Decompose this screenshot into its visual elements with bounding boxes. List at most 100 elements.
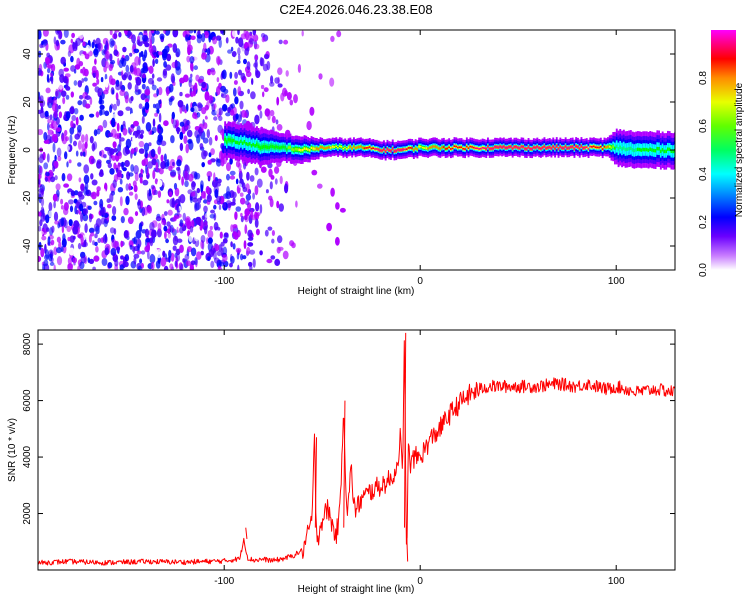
spectrogram-cell: [47, 236, 51, 246]
spectrogram-cell: [210, 209, 215, 214]
spectrogram-cell: [174, 187, 180, 197]
spectrogram-cell: [321, 146, 324, 149]
spectrogram-cell: [430, 146, 433, 148]
spectrogram-cell: [555, 145, 558, 147]
spectrogram-cell: [165, 64, 172, 71]
spectrogram-cell: [163, 225, 168, 232]
spectrogram-cell: [672, 149, 675, 154]
spectrogram-cell: [278, 203, 284, 212]
spectrogram-cell: [324, 109, 330, 114]
spectrogram-cell: [65, 111, 71, 120]
spectrogram-cell: [155, 30, 160, 35]
spectrogram-cell: [444, 148, 447, 150]
spectrogram-cell: [38, 230, 44, 236]
spectrogram-cell: [339, 207, 346, 213]
spectrogram-cell: [635, 148, 638, 152]
spectrogram-cell: [614, 146, 616, 150]
spectrogram-cell: [153, 51, 159, 58]
spectrogram-cell: [218, 115, 223, 122]
spectrogram-cell: [232, 224, 238, 229]
spectrogram-cell: [114, 30, 120, 33]
spectrogram-cell: [271, 230, 275, 236]
spectrogram-cell: [263, 87, 269, 93]
spectrogram-cell: [437, 147, 440, 150]
spectrogram-cell: [345, 148, 348, 150]
spectrogram-cell: [136, 39, 141, 46]
spectrogram-cell: [179, 219, 184, 227]
spectrogram-cell: [150, 184, 155, 190]
spectrogram-cell: [127, 82, 132, 90]
spectrogram-cell: [213, 221, 219, 231]
spectrogram-cell: [117, 187, 124, 193]
spectrogram-cell: [129, 65, 134, 73]
spectrogram-cell: [149, 237, 154, 247]
spectrogram-cell: [203, 42, 207, 52]
spectrogram-cell: [104, 247, 109, 256]
spectrogram-cell: [254, 43, 260, 50]
spectrogram-cell: [391, 147, 394, 150]
spectrogram-cell: [312, 147, 315, 150]
spectrogram-cell: [269, 109, 275, 117]
spectrogram-cell: [49, 72, 54, 77]
spectrogram-cell: [548, 146, 551, 148]
spectrogram-cell: [190, 107, 195, 113]
spectrogram-cell: [164, 162, 169, 167]
spectrogram-cell: [207, 256, 211, 261]
spectrogram-cell: [170, 169, 177, 177]
spectrogram-cell: [481, 146, 484, 149]
y-tick-label: 2000: [22, 502, 33, 525]
spectrogram-cell: [188, 79, 192, 88]
spectrogram-cell: [193, 30, 197, 34]
spectrogram-cell: [271, 238, 275, 244]
spectrogram-cell: [457, 146, 459, 149]
spectrogram-cell: [296, 148, 299, 151]
spectrogram-cell: [124, 54, 130, 62]
spectrogram-cell: [640, 148, 643, 152]
spectrogram-cell: [139, 133, 144, 139]
spectrogram-cell: [393, 150, 396, 153]
spectrogram-cell: [115, 167, 119, 172]
spectrogram-cell: [277, 83, 283, 88]
spectrogram-cell: [307, 148, 309, 151]
snr-spike: [245, 527, 248, 539]
spectrogram-cell: [80, 235, 84, 246]
spectrogram-cell: [204, 91, 210, 101]
spectrogram-cell: [303, 147, 306, 150]
spectrogram-cell: [142, 34, 148, 42]
spectrogram-cell: [407, 147, 410, 149]
spectrogram-cell: [233, 232, 239, 240]
spectrogram-cell: [104, 78, 109, 88]
spectrogram-cell: [108, 64, 113, 72]
spectrogram-cell: [42, 39, 48, 46]
spectrogram-cell: [38, 255, 42, 263]
spectrogram-cell: [629, 146, 632, 151]
spectrogram-cell: [222, 246, 228, 256]
spectrogram-cell: [347, 146, 350, 149]
spectrogram-cell: [55, 39, 60, 47]
spectrogram-cell: [175, 127, 181, 133]
spectrogram-cell: [435, 146, 438, 148]
spectrogram-cell: [229, 157, 233, 165]
spectrogram-cell: [152, 118, 156, 127]
spectrogram-cell: [124, 254, 129, 262]
spectrogram-cell: [41, 40, 44, 46]
spectrogram-cell: [79, 95, 84, 100]
spectrogram-cell: [142, 179, 149, 186]
spectrogram-cell: [427, 147, 429, 150]
spectrogram-cell: [38, 173, 41, 180]
spectrogram-cell: [238, 162, 242, 170]
spectrogram-cell: [117, 57, 120, 66]
spectrogram-cell: [267, 109, 271, 114]
spectrogram-cell: [172, 235, 179, 246]
spectrogram-cell: [469, 145, 472, 148]
spectrogram-cell: [168, 98, 173, 106]
spectrogram-cell: [284, 146, 287, 149]
spectrogram-cell: [123, 72, 128, 79]
x-tick-label: 100: [608, 576, 625, 587]
spectrogram-cell: [214, 257, 220, 264]
spectrogram-cell: [520, 145, 523, 148]
spectrogram-cell: [115, 92, 119, 101]
spectrogram-cell: [289, 145, 292, 149]
spectrogram-cell: [66, 225, 72, 233]
spectrogram-cell: [203, 205, 208, 213]
